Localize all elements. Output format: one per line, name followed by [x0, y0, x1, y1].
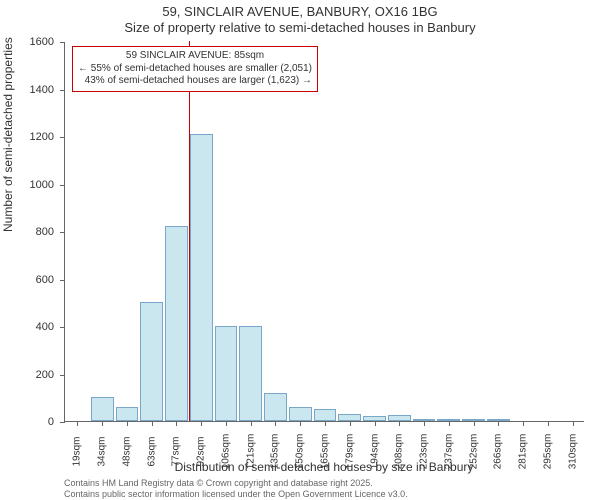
- x-tick: [375, 421, 376, 426]
- y-tick: [60, 375, 65, 376]
- histogram-bar: [314, 409, 337, 421]
- chart-title-address: 59, SINCLAIR AVENUE, BANBURY, OX16 1BG: [0, 4, 600, 19]
- histogram-bar: [239, 326, 262, 421]
- histogram-bar: [91, 397, 114, 421]
- y-tick-label: 400: [14, 321, 54, 333]
- x-tick: [498, 421, 499, 426]
- plot-area: 0200400600800100012001400160019sqm34sqm4…: [64, 42, 584, 422]
- property-size-histogram: 59, SINCLAIR AVENUE, BANBURY, OX16 1BG S…: [0, 0, 600, 500]
- attribution-ogl: Contains public sector information licen…: [64, 489, 408, 499]
- x-tick: [300, 421, 301, 426]
- x-axis-label: Distribution of semi-detached houses by …: [64, 460, 584, 474]
- x-tick: [152, 421, 153, 426]
- histogram-bar: [289, 407, 312, 421]
- x-tick: [350, 421, 351, 426]
- y-tick-label: 1000: [14, 179, 54, 191]
- y-tick: [60, 327, 65, 328]
- x-tick: [523, 421, 524, 426]
- x-tick: [424, 421, 425, 426]
- histogram-bar: [215, 326, 238, 421]
- x-tick: [77, 421, 78, 426]
- chart-subtitle: Size of property relative to semi-detach…: [0, 20, 600, 35]
- y-tick: [60, 90, 65, 91]
- y-tick-label: 600: [14, 274, 54, 286]
- y-tick: [60, 42, 65, 43]
- x-tick: [474, 421, 475, 426]
- histogram-bar: [165, 226, 188, 421]
- y-tick-label: 0: [14, 416, 54, 428]
- y-tick: [60, 280, 65, 281]
- x-tick: [399, 421, 400, 426]
- x-tick: [251, 421, 252, 426]
- annotation-larger-pct: 43% of semi-detached houses are larger (…: [78, 75, 312, 88]
- histogram-bar: [264, 393, 287, 422]
- x-tick: [275, 421, 276, 426]
- y-tick: [60, 137, 65, 138]
- y-tick-label: 200: [14, 369, 54, 381]
- property-marker-line: [189, 41, 190, 421]
- y-tick-label: 1200: [14, 131, 54, 143]
- x-tick: [127, 421, 128, 426]
- x-tick: [573, 421, 574, 426]
- x-tick: [176, 421, 177, 426]
- histogram-bar: [116, 407, 139, 421]
- marker-annotation-box: 59 SINCLAIR AVENUE: 85sqm ← 55% of semi-…: [72, 46, 318, 92]
- y-tick: [60, 422, 65, 423]
- histogram-bar: [140, 302, 163, 421]
- annotation-smaller-pct: ← 55% of semi-detached houses are smalle…: [78, 63, 312, 76]
- y-tick: [60, 232, 65, 233]
- attribution-landregistry: Contains HM Land Registry data © Crown c…: [64, 478, 373, 488]
- y-tick-label: 800: [14, 226, 54, 238]
- x-tick: [226, 421, 227, 426]
- x-tick: [325, 421, 326, 426]
- y-tick-label: 1600: [14, 36, 54, 48]
- x-tick: [548, 421, 549, 426]
- histogram-bar: [190, 134, 213, 421]
- y-axis-label: Number of semi-detached properties: [1, 37, 15, 232]
- x-tick: [449, 421, 450, 426]
- y-tick: [60, 185, 65, 186]
- x-tick: [201, 421, 202, 426]
- histogram-bar: [338, 414, 361, 421]
- x-tick: [102, 421, 103, 426]
- y-tick-label: 1400: [14, 84, 54, 96]
- annotation-address-size: 59 SINCLAIR AVENUE: 85sqm: [78, 50, 312, 63]
